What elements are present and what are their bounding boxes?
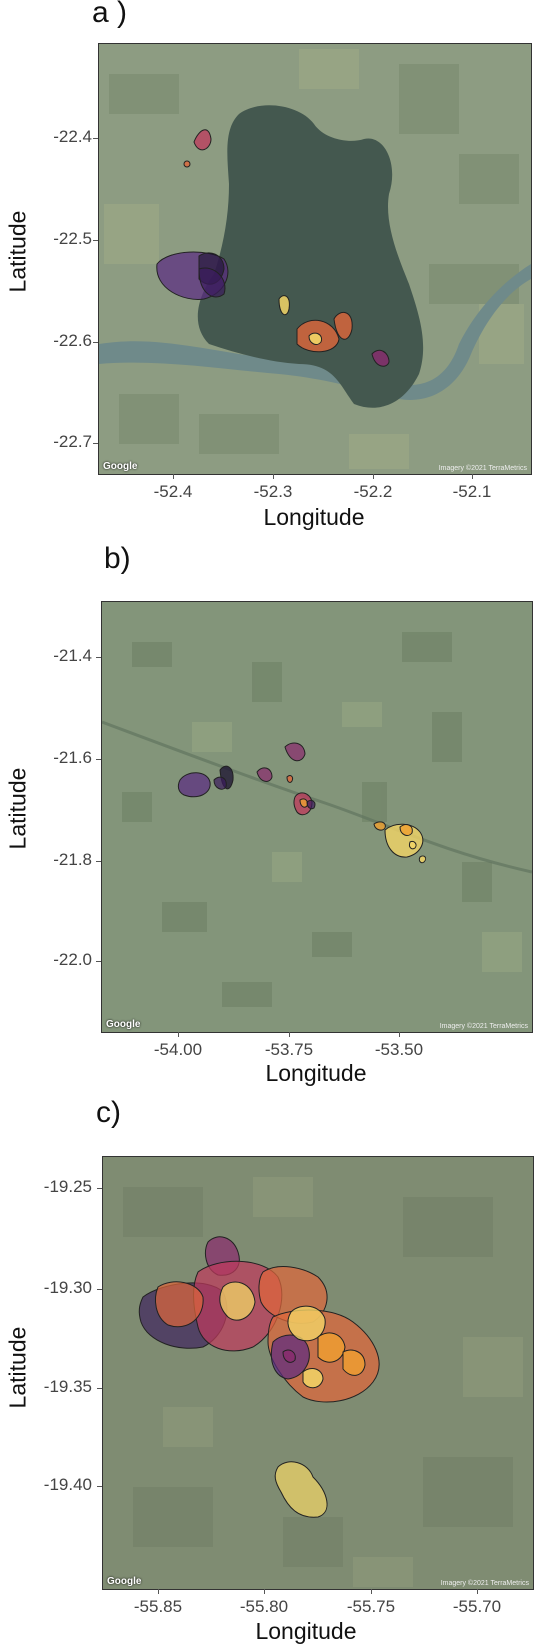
y-tickmark (93, 443, 98, 444)
map-svg (103, 1157, 533, 1589)
y-tick: -22.0 (53, 950, 92, 969)
y-tick: -21.8 (53, 850, 92, 869)
map-image[interactable]: Google Imagery ©2021 TerraMetrics (102, 1156, 534, 1590)
x-tick: -55.80 (239, 1597, 289, 1616)
y-tick: -22.4 (53, 127, 92, 146)
x-tickmark (273, 474, 274, 479)
map-svg (99, 44, 531, 474)
y-tickmark (96, 861, 101, 862)
y-tick: -19.40 (43, 1475, 92, 1494)
panel-label: a ) (92, 0, 128, 29)
x-axis-title: Longitude (265, 1060, 367, 1086)
x-axis-title: Longitude (255, 1618, 357, 1644)
panel-label: b) (104, 542, 131, 575)
y-tick: -21.4 (53, 646, 92, 665)
x-tickmark (472, 474, 473, 479)
x-tickmark (371, 1589, 372, 1594)
google-logo: Google (106, 1019, 141, 1030)
x-tickmark (289, 1032, 290, 1037)
imagery-credit: Imagery ©2021 TerraMetrics (440, 1580, 529, 1587)
x-axis-title: Longitude (263, 504, 365, 530)
x-tick: -55.75 (346, 1597, 396, 1616)
y-axis-title: Latitude (4, 767, 31, 850)
map-image[interactable]: Google Imagery ©2021 TerraMetrics (98, 43, 532, 475)
y-tickmark (96, 961, 101, 962)
x-tick: -55.70 (452, 1597, 502, 1616)
x-tick: -52.1 (452, 482, 492, 501)
x-tick: -52.4 (153, 482, 193, 501)
panel-c: c) (0, 1096, 536, 1652)
y-tickmark (97, 1486, 102, 1487)
y-tickmark (97, 1289, 102, 1290)
x-tickmark (373, 474, 374, 479)
x-tickmark (173, 474, 174, 479)
y-tickmark (97, 1388, 102, 1389)
x-tick: -54.00 (153, 1040, 203, 1059)
y-tickmark (93, 342, 98, 343)
reservoir (197, 105, 424, 408)
y-tick: -19.30 (43, 1278, 92, 1297)
y-tick: -19.35 (43, 1377, 92, 1396)
y-axis-title: Latitude (4, 210, 31, 293)
x-tickmark (158, 1589, 159, 1594)
river (99, 264, 531, 400)
y-tick: -21.6 (53, 748, 92, 767)
y-tick: -22.6 (53, 331, 92, 350)
x-tick: -52.2 (353, 482, 393, 501)
imagery-credit: Imagery ©2021 TerraMetrics (438, 465, 527, 472)
panel-b: b) (0, 542, 536, 1090)
y-tickmark (93, 240, 98, 241)
google-logo: Google (107, 1576, 142, 1587)
y-tickmark (97, 1188, 102, 1189)
y-tickmark (96, 759, 101, 760)
x-tick: -52.3 (253, 482, 293, 501)
x-tickmark (477, 1589, 478, 1594)
map-svg (102, 602, 532, 1032)
google-logo: Google (103, 461, 138, 472)
y-tick: -22.7 (53, 432, 92, 451)
y-tickmark (96, 657, 101, 658)
x-tick: -53.50 (374, 1040, 424, 1059)
map-image[interactable]: Google Imagery ©2021 TerraMetrics (101, 601, 533, 1033)
y-tick: -22.5 (53, 229, 92, 248)
y-tick: -19.25 (43, 1177, 92, 1196)
y-tickmark (93, 138, 98, 139)
panel-a: a ) (0, 0, 536, 530)
x-tickmark (178, 1032, 179, 1037)
x-tick: -55.85 (133, 1597, 183, 1616)
y-axis-title: Latitude (4, 1326, 31, 1409)
panel-label: c) (96, 1096, 121, 1129)
x-tick: -53.75 (264, 1040, 314, 1059)
x-tickmark (264, 1589, 265, 1594)
imagery-credit: Imagery ©2021 TerraMetrics (439, 1023, 528, 1030)
x-tickmark (399, 1032, 400, 1037)
